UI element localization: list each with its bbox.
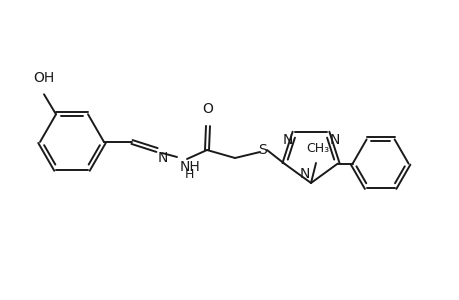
Text: NH: NH — [179, 160, 200, 174]
Text: O: O — [202, 102, 213, 116]
Text: OH: OH — [34, 71, 55, 85]
Text: N: N — [329, 133, 339, 147]
Text: CH₃: CH₃ — [306, 142, 329, 155]
Text: N: N — [299, 167, 309, 181]
Text: H: H — [185, 168, 194, 181]
Text: N: N — [157, 151, 168, 165]
Text: S: S — [258, 143, 267, 157]
Text: N: N — [281, 133, 292, 147]
